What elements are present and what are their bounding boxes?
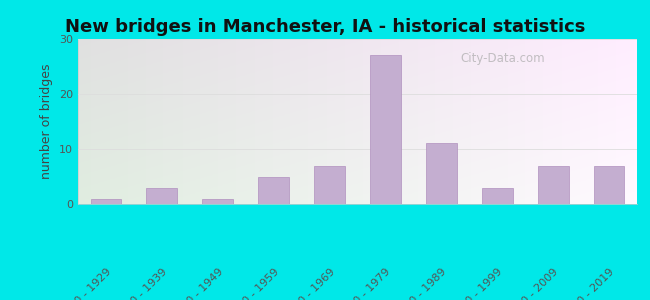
Bar — [202, 199, 233, 204]
Bar — [258, 176, 289, 204]
Bar — [538, 166, 569, 204]
Y-axis label: number of bridges: number of bridges — [40, 64, 53, 179]
Bar — [314, 166, 345, 204]
Text: City-Data.com: City-Data.com — [461, 52, 545, 65]
Bar — [90, 199, 122, 204]
Text: New bridges in Manchester, IA - historical statistics: New bridges in Manchester, IA - historic… — [65, 18, 585, 36]
Bar — [593, 166, 625, 204]
Bar — [482, 188, 513, 204]
Bar — [146, 188, 177, 204]
Bar — [426, 143, 457, 204]
Bar — [370, 56, 401, 204]
